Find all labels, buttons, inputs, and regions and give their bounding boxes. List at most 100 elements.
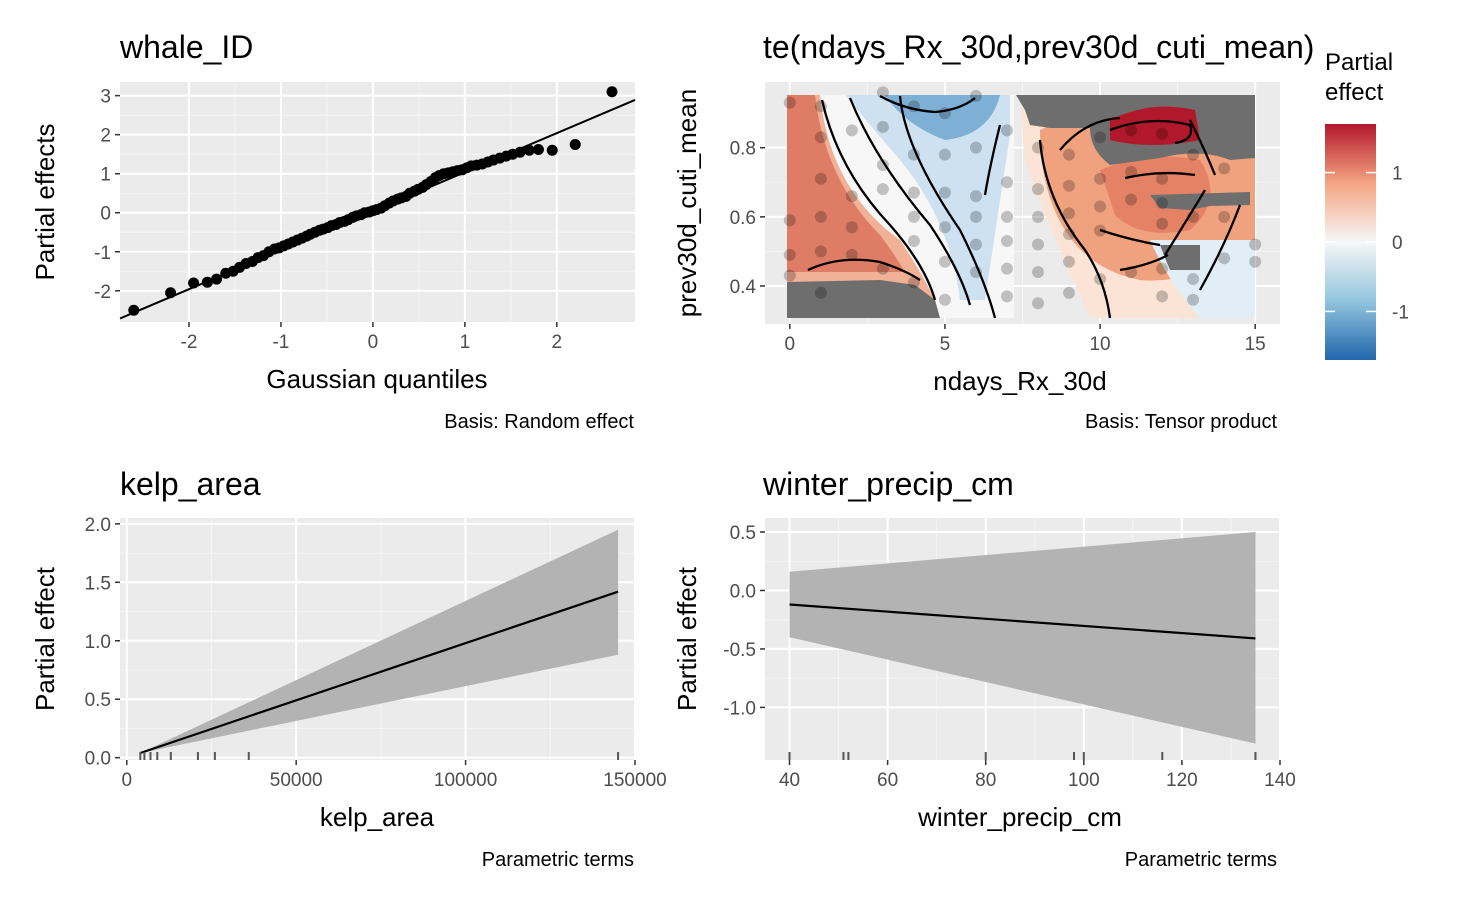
- y-tick-label: 0.0: [730, 581, 756, 602]
- y-tick-label: 0.0: [85, 749, 111, 770]
- chart-title: te(ndays_Rx_30d,prev30d_cuti_mean): [763, 29, 1314, 65]
- data-point: [814, 172, 827, 185]
- data-point: [876, 183, 889, 196]
- data-point: [1032, 210, 1045, 223]
- data-point: [1187, 148, 1200, 161]
- y-tick-label: 1: [100, 165, 111, 186]
- fitted-line: [789, 603, 1256, 640]
- x-axis-title: ndays_Rx_30d: [933, 366, 1106, 396]
- chart-title: whale_ID: [119, 29, 253, 65]
- data-point: [188, 277, 200, 289]
- x-tick-label: 1: [460, 332, 471, 353]
- data-point: [211, 273, 223, 285]
- y-tick-label: 1.5: [85, 573, 111, 594]
- y-tick-label: 0: [100, 204, 111, 225]
- panel-winter-precip: winter_precip_cm 40 60 80 100 120 140 -1.0 -0.5…: [672, 466, 1296, 871]
- y-tick-label: -2: [94, 282, 111, 303]
- gridlines: [120, 82, 635, 322]
- y-tick-label: 2: [100, 126, 111, 147]
- data-point: [1000, 290, 1013, 303]
- panel-whale-id: whale_ID -2 -1 0 1 2 -2 -1 0 1 2 3 Gaussian quanti…: [30, 29, 636, 433]
- x-tick-label: 140: [1264, 770, 1296, 791]
- data-point: [1032, 141, 1045, 154]
- data-point: [876, 262, 889, 275]
- data-point: [938, 221, 951, 234]
- data-point: [201, 276, 213, 288]
- x-axis-title: Gaussian quantiles: [266, 364, 487, 394]
- x-tick-label: 10: [1089, 334, 1110, 355]
- x-axis-title: winter_precip_cm: [917, 802, 1122, 832]
- data-point: [814, 131, 827, 144]
- data-point: [907, 100, 920, 113]
- plot-caption: Basis: Tensor product: [1085, 411, 1277, 433]
- data-point: [1063, 207, 1076, 220]
- data-point: [845, 248, 858, 261]
- data-point: [523, 144, 535, 156]
- x-tick-label: 50000: [270, 770, 323, 791]
- x-tick-label: 80: [975, 770, 996, 791]
- data-point: [1187, 210, 1200, 223]
- data-point: [1000, 235, 1013, 248]
- x-tick-label: 150000: [603, 770, 666, 791]
- x-tick-label: 2: [552, 332, 563, 353]
- x-tick-label: 100: [1068, 770, 1100, 791]
- legend-ticks: 1 0 -1: [1325, 164, 1409, 323]
- legend-title: Partial effect: [1325, 49, 1393, 106]
- data-point: [907, 235, 920, 248]
- data-point: [907, 276, 920, 289]
- surface: [787, 94, 1255, 319]
- legend-tick-label: -1: [1392, 302, 1409, 323]
- data-point: [128, 304, 140, 316]
- data-point: [1218, 210, 1231, 223]
- data-point: [783, 214, 796, 227]
- y-axis-title: prev30d_cuti_mean: [672, 89, 702, 317]
- data-point: [1063, 179, 1076, 192]
- data-point: [814, 210, 827, 223]
- data-series: [119, 86, 636, 320]
- data-point: [845, 190, 858, 203]
- data-point: [1000, 124, 1013, 137]
- data-point: [1094, 224, 1107, 237]
- y-tick-label: 0.4: [730, 277, 757, 298]
- panel-tensor-product: te(ndays_Rx_30d,prev30d_cuti_mean): [672, 29, 1409, 433]
- data-point: [1094, 273, 1107, 286]
- data-point: [1063, 228, 1076, 241]
- x-tick-label: -2: [181, 332, 198, 353]
- data-point: [1063, 148, 1076, 161]
- x-axis-title: kelp_area: [320, 802, 435, 832]
- data-point: [606, 86, 618, 98]
- data-point: [969, 266, 982, 279]
- data-point: [532, 144, 544, 156]
- data-point: [1187, 273, 1200, 286]
- x-tick-label: 15: [1245, 334, 1266, 355]
- data-point: [969, 210, 982, 223]
- data-point: [907, 186, 920, 199]
- data-point: [1156, 127, 1169, 140]
- data-point: [876, 158, 889, 171]
- data-point: [1000, 176, 1013, 189]
- data-point: [783, 269, 796, 282]
- data-point: [907, 210, 920, 223]
- axis-ticks: 0 50000 100000 150000 0.0 0.5 1.0 1.5 2.0: [85, 515, 667, 791]
- data-point: [1125, 165, 1138, 178]
- chart-title: winter_precip_cm: [762, 466, 1014, 502]
- data-series: [788, 532, 1257, 760]
- data-point: [1063, 286, 1076, 299]
- plot-caption: Basis: Random effect: [444, 411, 634, 433]
- x-tick-label: -1: [272, 332, 289, 353]
- y-tick-label: -1.0: [723, 698, 756, 719]
- legend-title-line1: Partial: [1325, 49, 1393, 76]
- y-tick-label: -1: [94, 243, 111, 264]
- axis-ticks: 0 5 10 15 0.4 0.6 0.8: [730, 139, 1266, 355]
- data-series: [139, 529, 620, 760]
- data-point: [969, 190, 982, 203]
- plot-caption: Parametric terms: [482, 849, 634, 871]
- data-point: [969, 238, 982, 251]
- y-tick-label: 0.6: [730, 208, 756, 229]
- panel-kelp-area: kelp_area 0 50000 100000 150000 0.0 0.5 1.0 1.5…: [30, 466, 667, 871]
- data-point: [938, 107, 951, 120]
- axis-ticks: 40 60 80 100 120 140 -1.0 -0.5 0.0 0.5: [723, 523, 1296, 791]
- data-point: [569, 138, 581, 150]
- y-axis-title: Partial effect: [30, 566, 60, 711]
